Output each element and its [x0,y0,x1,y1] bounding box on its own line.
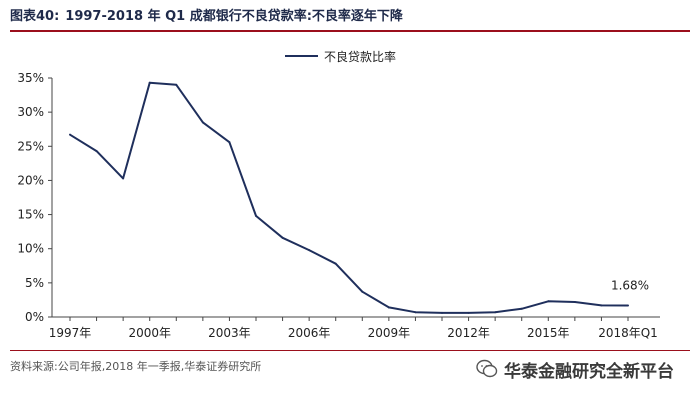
data-point [600,304,603,307]
data-point [494,311,497,314]
x-tick-label: 1997年 [49,326,92,340]
data-point [547,300,550,303]
y-tick-label: 10% [17,242,44,256]
x-tick-label: 2018年Q1 [598,326,658,340]
series-points [69,81,629,314]
source-note: 资料来源:公司年报,2018 年一季报,华泰证券研究所 [10,360,262,373]
x-tick-label: 2009年 [368,326,411,340]
data-point [361,290,364,293]
wechat-icon [476,359,498,378]
data-point [387,306,390,309]
x-tick-label: 2006年 [288,326,331,340]
chart-legend: 不良贷款比率 [285,49,396,64]
x-tick-label: 2015年 [527,326,570,340]
data-point [414,311,417,314]
y-tick-label: 30% [17,105,44,119]
data-point [627,304,629,307]
data-point [308,249,311,252]
watermark: 华泰金融研究全新平台 [476,356,674,382]
watermark-text: 华泰金融研究全新平台 [504,361,674,382]
x-tick-label: 2003年 [208,326,251,340]
data-point [69,133,71,136]
data-point [95,150,98,153]
series-line-npl-ratio [69,81,629,314]
data-point [228,141,231,144]
y-tick-label: 5% [25,276,44,290]
line-chart: 不良贷款比率 0% 5% 10% 15% 20% 25% 30% 35% 1997年 2000年… [17,49,660,340]
y-tick-label: 0% [25,310,44,324]
y-tick-label: 20% [17,173,44,187]
footer-divider [10,350,690,351]
data-point [573,300,576,303]
data-point [441,311,443,314]
data-point [148,81,151,84]
data-point [520,307,523,310]
data-point [201,121,204,124]
y-tick-label: 35% [17,71,44,85]
x-tick-label: 2000年 [128,326,171,340]
data-label-last: 1.68% [611,279,649,293]
x-axis: 1997年 2000年 2003年 2006年 2009年 2012年 2015年 2018年… [49,316,660,340]
y-tick-label: 25% [17,139,44,153]
figure-label: 图表40: [10,9,60,24]
data-point [175,83,178,86]
data-point [334,262,337,265]
legend-label-npl-ratio: 不良贷款比率 [324,49,396,64]
title-divider [10,30,690,32]
figure-title-text: 1997-2018 年 Q1 成都银行不良贷款率:不良率逐年下降 [65,9,403,24]
y-tick-label: 15% [17,208,44,222]
data-point [467,311,470,314]
figure-title: 图表40: 1997-2018 年 Q1 成都银行不良贷款率:不良率逐年下降 [10,6,690,28]
data-point [281,236,284,239]
data-point [255,214,257,217]
data-point [122,177,125,180]
y-axis: 0% 5% 10% 15% 20% 25% 30% 35% [17,71,53,324]
x-tick-label: 2012年 [447,326,490,340]
